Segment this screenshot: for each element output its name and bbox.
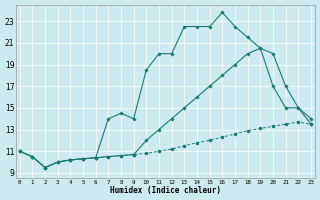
X-axis label: Humidex (Indice chaleur): Humidex (Indice chaleur) — [110, 186, 221, 195]
